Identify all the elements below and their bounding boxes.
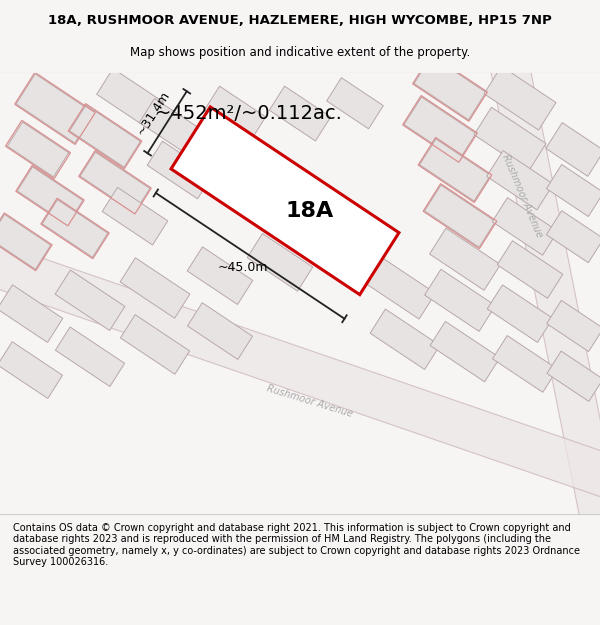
Text: Rushmoor Avenue: Rushmoor Avenue xyxy=(500,152,544,239)
Polygon shape xyxy=(139,99,200,153)
Text: Rushmoor Avenue: Rushmoor Avenue xyxy=(266,383,354,419)
Polygon shape xyxy=(0,214,50,269)
Polygon shape xyxy=(484,66,556,130)
Polygon shape xyxy=(425,185,496,248)
Polygon shape xyxy=(171,107,399,294)
Polygon shape xyxy=(214,129,275,184)
Polygon shape xyxy=(419,139,490,201)
Polygon shape xyxy=(497,241,563,298)
Polygon shape xyxy=(42,199,108,258)
Polygon shape xyxy=(547,211,600,262)
Text: ~452m²/~0.112ac.: ~452m²/~0.112ac. xyxy=(155,104,343,123)
Polygon shape xyxy=(546,122,600,176)
Polygon shape xyxy=(187,302,253,359)
Polygon shape xyxy=(247,234,313,291)
Polygon shape xyxy=(205,86,266,141)
Polygon shape xyxy=(490,68,600,519)
Text: ~31.4m: ~31.4m xyxy=(134,89,173,138)
Text: Contains OS data © Crown copyright and database right 2021. This information is : Contains OS data © Crown copyright and d… xyxy=(13,522,580,568)
Polygon shape xyxy=(97,69,163,128)
Text: ~45.0m: ~45.0m xyxy=(217,261,268,274)
Polygon shape xyxy=(370,309,440,369)
Polygon shape xyxy=(120,258,190,318)
Polygon shape xyxy=(414,56,486,120)
Polygon shape xyxy=(0,285,63,342)
Polygon shape xyxy=(0,242,600,504)
Polygon shape xyxy=(70,105,140,168)
Polygon shape xyxy=(487,285,553,342)
Polygon shape xyxy=(430,321,500,382)
Polygon shape xyxy=(493,336,557,392)
Polygon shape xyxy=(17,167,83,224)
Polygon shape xyxy=(147,141,213,199)
Polygon shape xyxy=(102,188,168,245)
Polygon shape xyxy=(16,74,94,143)
Polygon shape xyxy=(55,270,125,331)
Polygon shape xyxy=(55,327,125,386)
Polygon shape xyxy=(365,257,436,319)
Polygon shape xyxy=(474,107,546,171)
Polygon shape xyxy=(80,152,150,213)
Polygon shape xyxy=(404,97,476,161)
Polygon shape xyxy=(547,351,600,401)
Text: Map shows position and indicative extent of the property.: Map shows position and indicative extent… xyxy=(130,46,470,59)
Text: 18A: 18A xyxy=(286,201,334,221)
Polygon shape xyxy=(187,247,253,304)
Polygon shape xyxy=(547,164,600,216)
Polygon shape xyxy=(547,301,600,351)
Polygon shape xyxy=(326,78,383,129)
Polygon shape xyxy=(487,151,553,210)
Polygon shape xyxy=(7,122,68,177)
Polygon shape xyxy=(0,342,62,399)
Polygon shape xyxy=(492,198,558,255)
Text: 18A, RUSHMOOR AVENUE, HAZLEMERE, HIGH WYCOMBE, HP15 7NP: 18A, RUSHMOOR AVENUE, HAZLEMERE, HIGH WY… xyxy=(48,14,552,27)
Polygon shape xyxy=(430,228,500,291)
Polygon shape xyxy=(269,86,331,141)
Polygon shape xyxy=(307,220,373,278)
Polygon shape xyxy=(425,269,496,331)
Polygon shape xyxy=(121,314,190,374)
